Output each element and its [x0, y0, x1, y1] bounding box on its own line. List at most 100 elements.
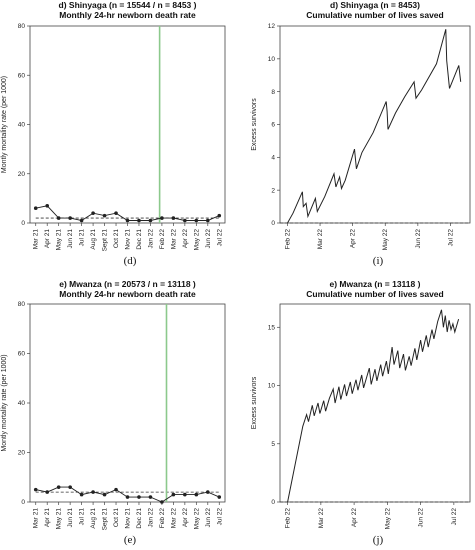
data-point [171, 216, 176, 220]
x-tick-label: Feb 22 [285, 508, 292, 529]
data-point [205, 218, 210, 223]
data-point [160, 216, 164, 220]
data-point [125, 218, 130, 223]
chart-subtitle: Monthly 24-hr newborn death rate [59, 10, 196, 20]
y-tick-label: 0 [271, 499, 275, 506]
x-tick-label: Mar 22 [317, 229, 324, 250]
x-tick-label: May 22 [193, 508, 200, 530]
data-point [194, 492, 199, 497]
series-line [287, 309, 460, 503]
x-tick-label: Apr 22 [350, 229, 357, 249]
chart-title: d) Shinyaga (n = 15544 / n = 8453 ) [59, 0, 197, 10]
data-point [137, 495, 141, 499]
data-point [56, 485, 61, 489]
x-tick-label: Feb 22 [159, 229, 166, 250]
chart-subtitle: Monthly 24-hr newborn death rate [59, 289, 196, 299]
data-point [137, 218, 141, 223]
y-axis-label: Montly mortality rate (per 1000) [1, 76, 8, 173]
series-line [35, 486, 220, 503]
data-point [183, 492, 187, 497]
y-tick-label: 12 [268, 23, 276, 30]
plot-frame [29, 303, 226, 503]
y-tick-label: 15 [268, 324, 276, 331]
x-tick-label: Mar 22 [170, 229, 177, 250]
x-tick-label: Mar 22 [318, 508, 325, 529]
data-point [33, 206, 38, 211]
x-tick-label: May 22 [384, 508, 391, 530]
x-tick-label: Sept 21 [102, 229, 109, 252]
chart-panel-2: e) Mwanza (n = 20573 / n = 13118 )Monthl… [1, 279, 226, 546]
plot-frame [29, 25, 226, 224]
data-point [91, 211, 95, 215]
x-tick-label: Jul 22 [447, 229, 454, 247]
y-axis-label: Excess survivors [251, 98, 258, 151]
chart-panel-3: e) Mwanza (n = 13118 )Cumulative number … [251, 279, 471, 546]
x-tick-label: Feb 22 [284, 229, 291, 250]
data-point [148, 218, 153, 223]
y-tick-label: 0 [21, 499, 25, 506]
y-axis-label: Montly mortality rate (per 1000) [1, 354, 8, 451]
chart-panel-1: d) Shinyaga (n = 8453)Cumulative number … [251, 0, 471, 267]
chart-subtitle: Cumulative number of lives saved [306, 289, 443, 299]
y-axis-label: Excess survivors [251, 376, 258, 429]
y-tick-label: 80 [18, 301, 26, 308]
y-tick-label: 10 [268, 56, 276, 63]
x-tick-label: Jun 22 [205, 229, 212, 249]
data-point [102, 492, 107, 497]
x-tick-label: Mar 21 [33, 229, 40, 250]
y-tick-label: 8 [271, 89, 275, 96]
data-point [79, 218, 84, 223]
y-tick-label: 60 [18, 72, 26, 79]
x-tick-label: Nov 21 [125, 508, 132, 529]
x-tick-label: Dec 21 [136, 508, 143, 529]
x-tick-label: Jul 21 [79, 229, 86, 247]
data-point [91, 490, 95, 494]
x-tick-label: Sept 21 [102, 508, 109, 531]
data-point [56, 216, 61, 220]
data-point [160, 500, 164, 504]
data-point [125, 495, 130, 499]
data-point [79, 492, 84, 497]
x-tick-label: Jun 21 [67, 229, 74, 249]
y-tick-label: 40 [18, 122, 26, 129]
panel-label: (j) [373, 534, 384, 546]
x-tick-label: Dec 21 [136, 229, 143, 250]
y-tick-label: 20 [18, 450, 26, 457]
y-tick-label: 0 [21, 220, 25, 227]
data-point [33, 487, 38, 492]
data-point [114, 211, 118, 215]
series-line [287, 29, 462, 224]
panel-label: (d) [124, 255, 137, 267]
data-point [183, 218, 187, 223]
x-tick-label: Jun 22 [415, 229, 422, 249]
data-point [68, 216, 72, 220]
data-point [217, 495, 222, 499]
x-tick-label: Jun 22 [205, 508, 212, 528]
x-tick-label: Apr 21 [44, 229, 51, 249]
y-tick-label: 10 [268, 383, 276, 390]
x-tick-label: Oct 21 [113, 229, 120, 249]
data-point [217, 213, 222, 218]
x-tick-label: Mar 21 [33, 508, 40, 529]
x-tick-label: Apr 22 [351, 508, 358, 528]
y-tick-label: 0 [271, 220, 275, 227]
data-point [194, 218, 199, 223]
data-point [102, 213, 107, 218]
chart-title: e) Mwanza (n = 13118 ) [330, 279, 421, 289]
y-tick-label: 2 [271, 187, 275, 194]
x-tick-label: Jun 22 [418, 508, 425, 528]
y-tick-label: 80 [18, 23, 26, 30]
x-tick-label: Apr 21 [44, 508, 51, 528]
y-tick-label: 5 [271, 441, 275, 448]
x-tick-label: Feb 22 [159, 508, 166, 529]
data-point [45, 203, 50, 208]
chart-title: e) Mwanza (n = 20573 / n = 13118 ) [59, 279, 196, 289]
y-tick-label: 60 [18, 351, 26, 358]
plot-frame [279, 303, 471, 503]
y-tick-label: 20 [18, 171, 26, 178]
data-point [68, 485, 72, 489]
data-point [148, 495, 153, 499]
panel-label: (e) [124, 534, 137, 546]
x-tick-label: Jun 21 [67, 508, 74, 528]
